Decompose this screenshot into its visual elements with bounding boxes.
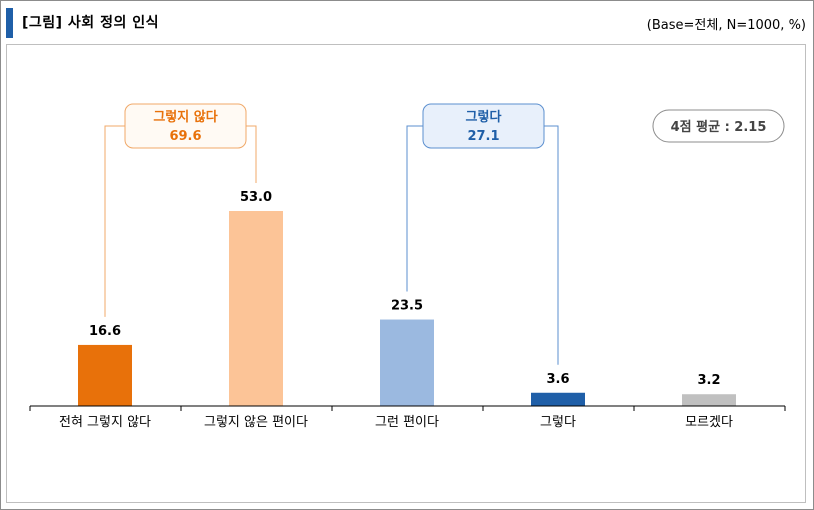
group-connector-right-1 (246, 125, 257, 183)
group-connector-left-1 (104, 125, 125, 317)
base-note: (Base=전체, N=1000, %) (646, 18, 806, 33)
group-connector-left-2 (406, 125, 423, 292)
value-label-1: 16.6 (89, 324, 121, 339)
category-label-1: 전혀 그렇지 않다 (59, 415, 151, 430)
title-accent-bar (6, 8, 13, 38)
average-badge-label: 4점 평균 : 2.15 (671, 119, 767, 135)
group-name-2: 그렇다 (466, 109, 502, 125)
category-label-3: 그런 편이다 (375, 415, 439, 430)
bar-3 (380, 319, 434, 406)
value-label-3: 23.5 (391, 299, 423, 314)
group-box-2 (422, 103, 545, 149)
value-label-4: 3.6 (546, 372, 569, 387)
category-label-5: 모르겠다 (685, 415, 733, 430)
bar-4 (531, 392, 585, 406)
group-box-1 (124, 103, 247, 149)
category-label-4: 그렇다 (540, 415, 576, 430)
group-connector-right-2 (544, 125, 559, 365)
value-label-2: 53.0 (240, 190, 272, 205)
bar-2 (229, 211, 283, 406)
value-label-5: 3.2 (697, 373, 720, 388)
chart-title: [그림] 사회 정의 인식 (22, 15, 159, 31)
group-value-1: 69.6 (169, 129, 201, 144)
bar-5 (682, 394, 736, 406)
average-badge (652, 109, 785, 143)
group-value-2: 27.1 (467, 129, 499, 144)
group-name-1: 그렇지 않다 (153, 109, 217, 125)
category-label-2: 그렇지 않은 편이다 (204, 415, 308, 430)
bar-1 (78, 344, 132, 406)
plot-area (6, 44, 806, 503)
